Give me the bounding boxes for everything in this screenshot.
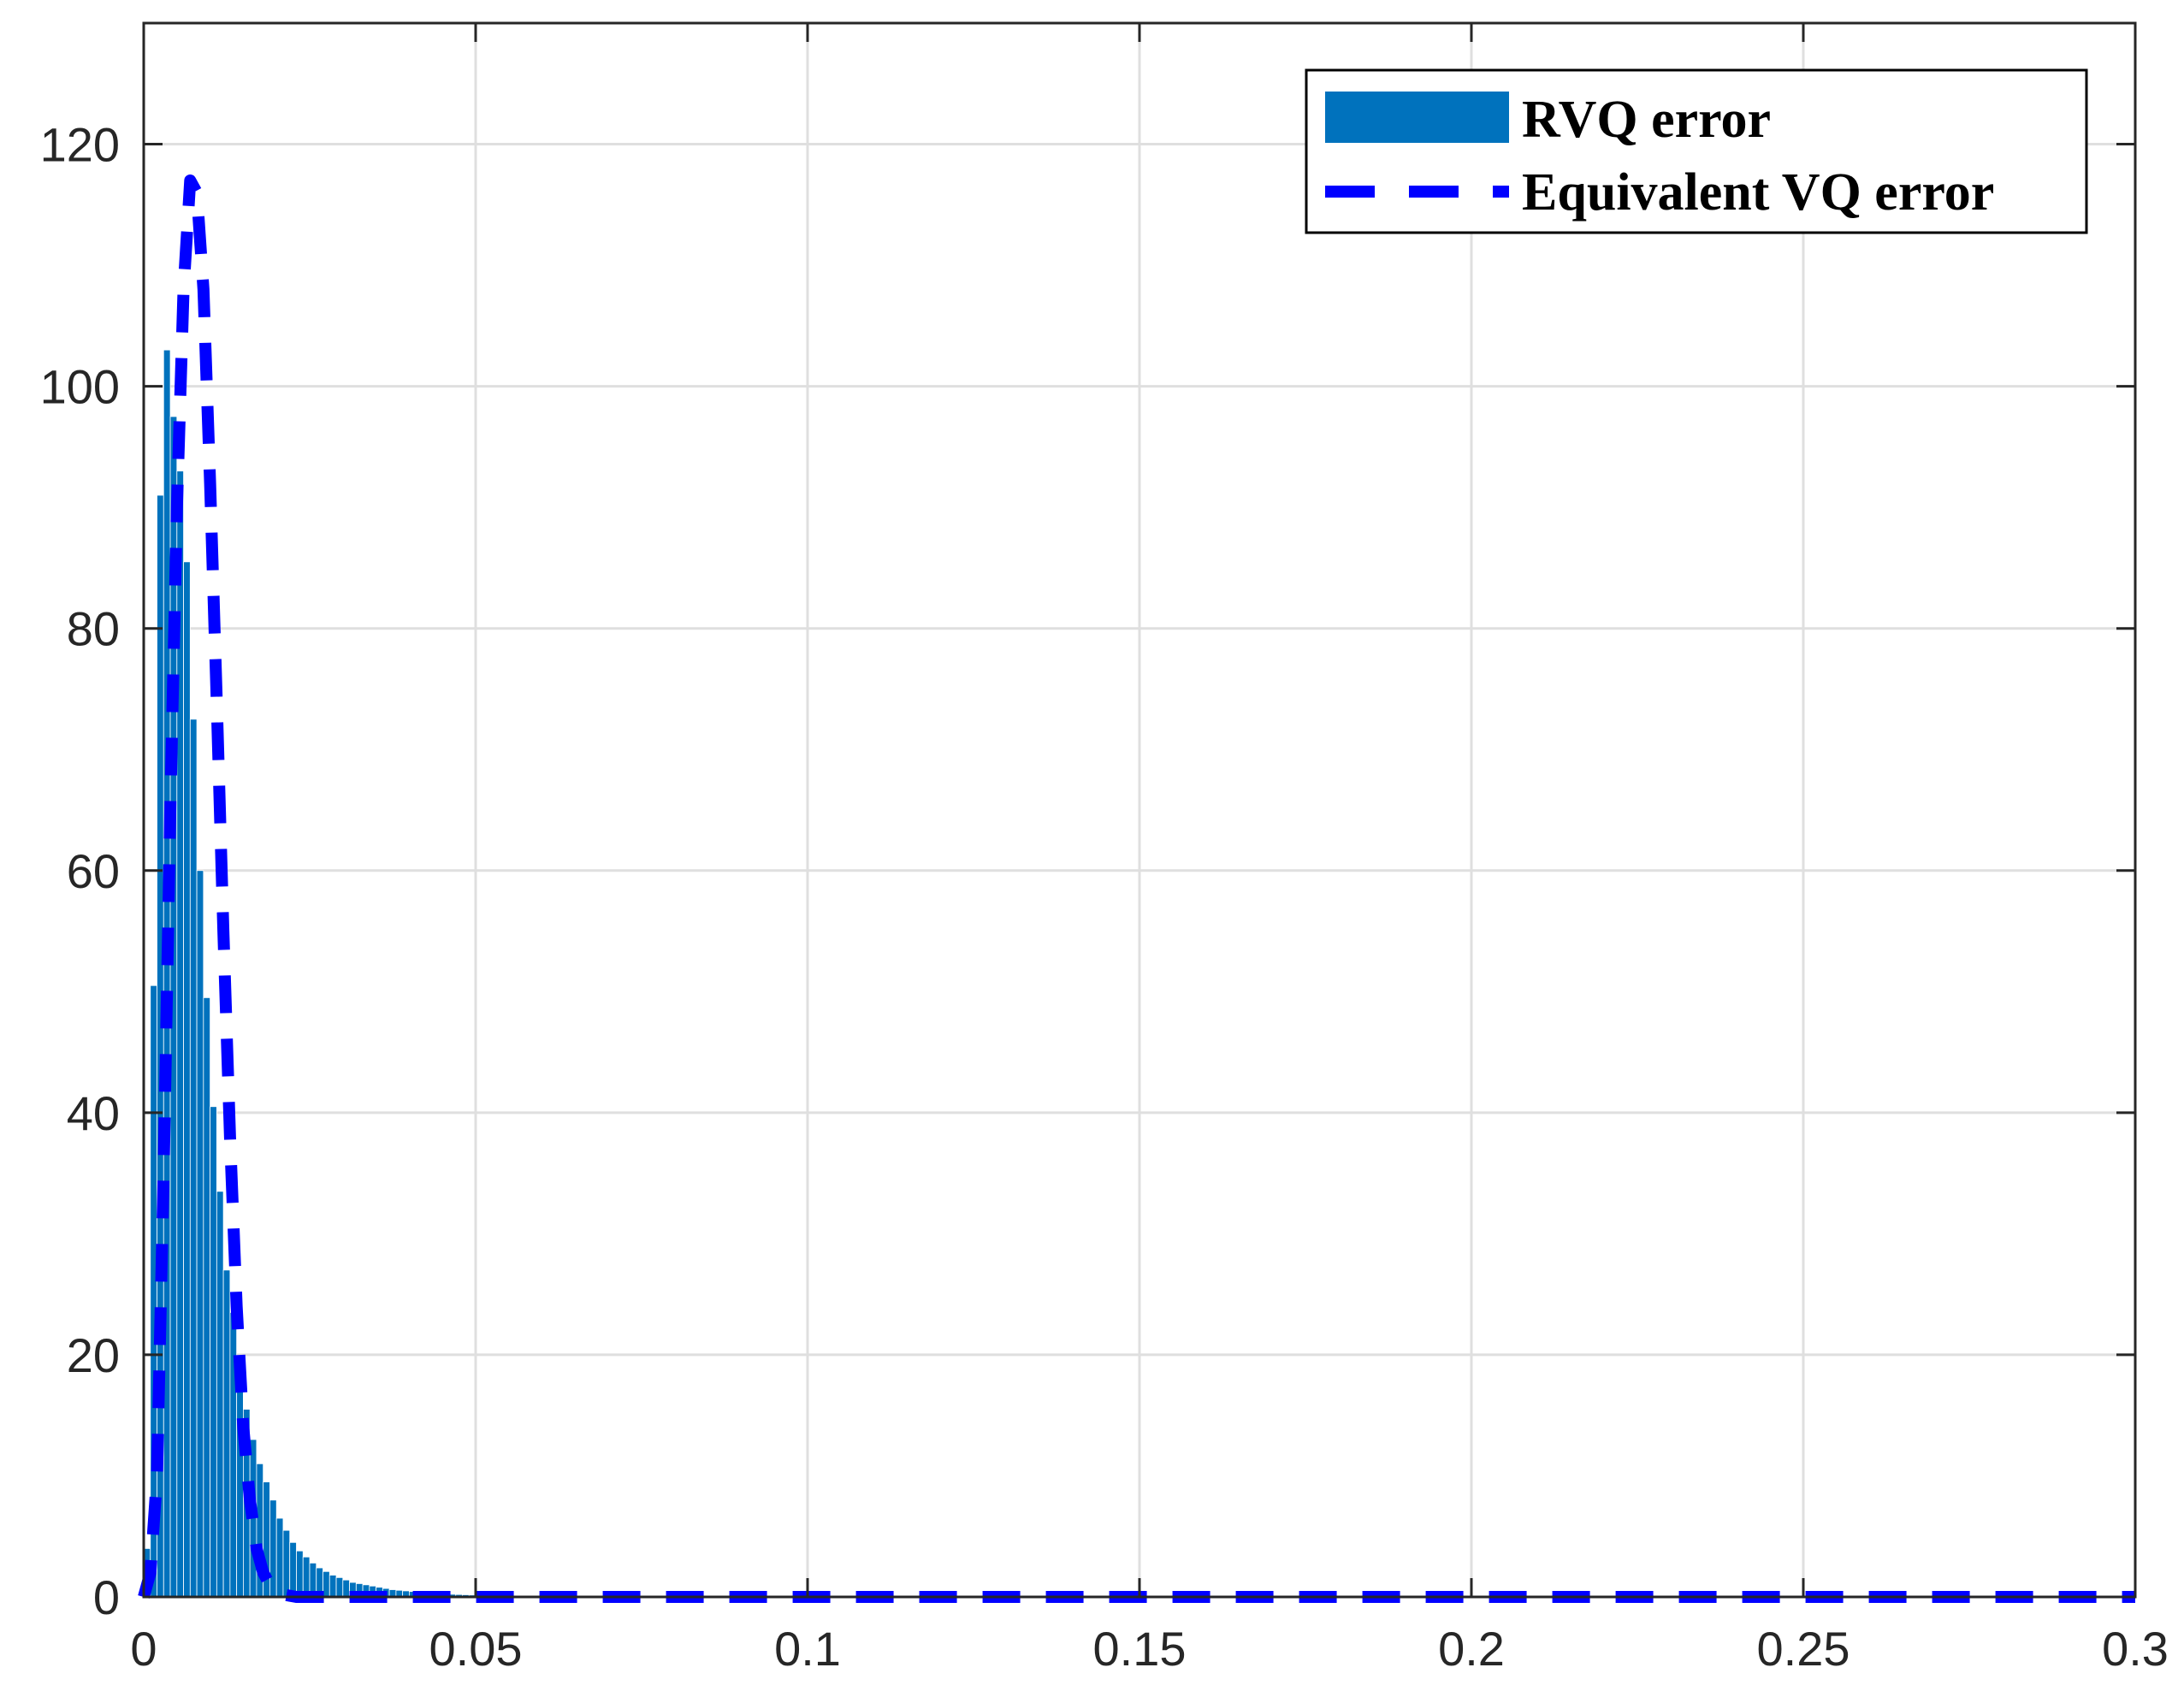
histogram-bar [328, 1575, 337, 1598]
histogram-bar [229, 1311, 238, 1598]
histogram-bar [216, 1191, 224, 1598]
y-tick-label: 80 [67, 602, 120, 656]
legend-swatch-rvq-error [1325, 92, 1509, 143]
histogram-bar [196, 870, 204, 1598]
histogram-bar [289, 1541, 297, 1598]
histogram-bar [323, 1570, 330, 1598]
x-tick-label: 0.05 [429, 1622, 523, 1676]
y-tick-label: 100 [40, 360, 120, 414]
y-tick-labels: 0 20 40 60 80 100 120 [40, 118, 120, 1624]
y-tick-label: 60 [67, 844, 120, 898]
legend: RVQ error Equivalent VQ error [1305, 68, 2088, 234]
histogram-bar [189, 718, 198, 1598]
y-tick-label: 120 [40, 118, 120, 172]
x-tick-label: 0.15 [1093, 1622, 1187, 1676]
y-tick-label: 20 [67, 1328, 120, 1382]
legend-label-equivalent-vq-error: Equivalent VQ error [1522, 163, 1994, 222]
histogram-bar [275, 1517, 284, 1598]
histogram-bar [342, 1579, 350, 1598]
histogram-bar [210, 1106, 217, 1598]
x-tick-labels: 0 0.05 0.1 0.15 0.2 0.25 0.3 [130, 1622, 2169, 1676]
histogram-bar [282, 1529, 291, 1598]
histogram-bar [302, 1556, 311, 1598]
legend-label-rvq-error: RVQ error [1522, 91, 1771, 149]
x-tick-label: 0.1 [774, 1622, 841, 1676]
x-tick-label: 0.3 [2102, 1622, 2169, 1676]
histogram-bar [157, 494, 164, 1598]
histogram-bar [203, 996, 210, 1598]
histogram-bar [269, 1499, 277, 1598]
histogram-bar [222, 1269, 231, 1598]
histogram-bar [163, 349, 171, 1598]
histogram-bar [183, 561, 191, 1598]
x-tick-label: 0 [130, 1622, 157, 1676]
y-tick-label: 40 [67, 1086, 120, 1140]
histogram-bar [296, 1550, 304, 1598]
x-tick-label: 0.25 [1757, 1622, 1850, 1676]
x-tick-label: 0.2 [1438, 1622, 1505, 1676]
axis-ticks [142, 23, 2137, 1599]
y-tick-label: 0 [93, 1570, 120, 1624]
histogram-bar [335, 1576, 344, 1598]
